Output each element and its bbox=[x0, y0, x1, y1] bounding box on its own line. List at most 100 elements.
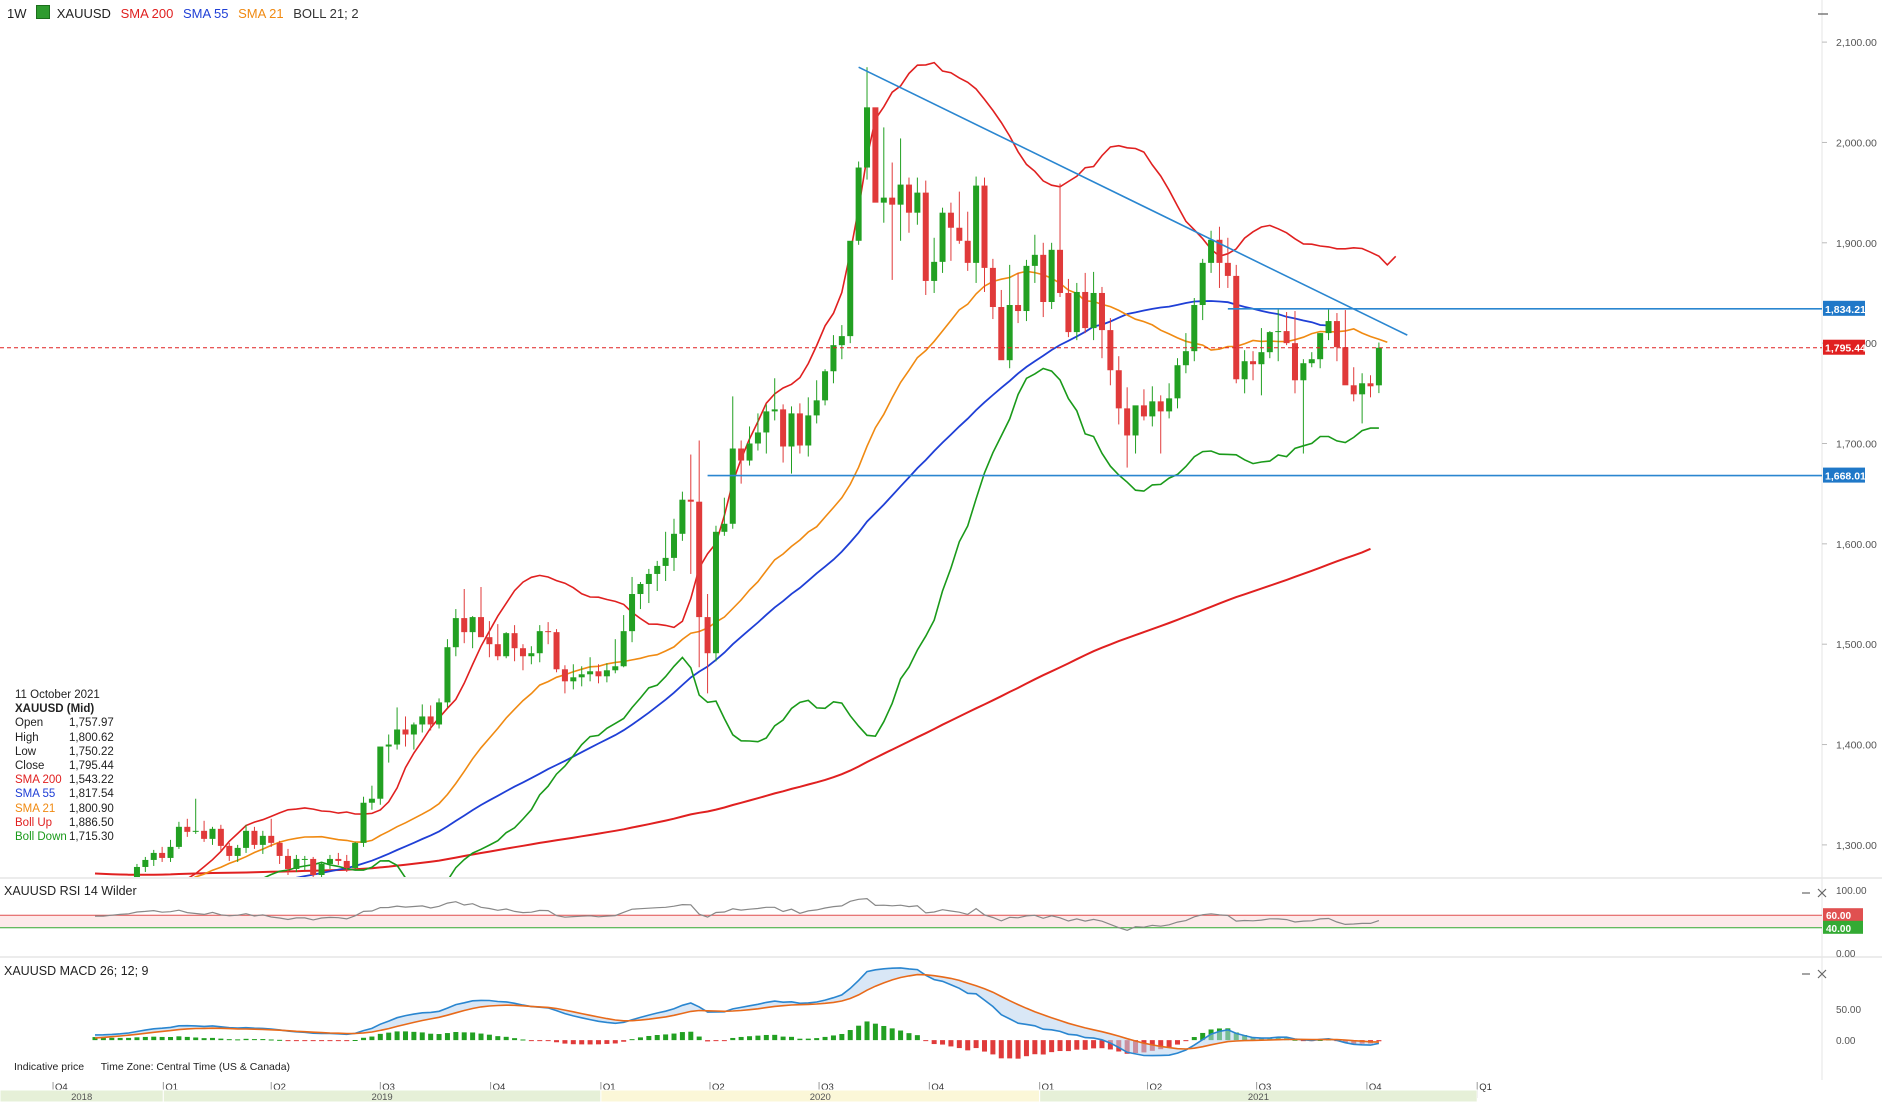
indicator-sma55-label[interactable]: SMA 55 bbox=[182, 6, 229, 21]
candle-body bbox=[427, 716, 434, 725]
symbol-label[interactable]: XAUUSD bbox=[56, 6, 111, 21]
candle-body bbox=[318, 863, 325, 875]
infobox-sma55-label: SMA 55 bbox=[15, 788, 56, 801]
indicator-boll-label[interactable]: BOLL 21; 2 bbox=[293, 6, 359, 21]
quarter-label: Q2 bbox=[273, 1082, 286, 1093]
timeframe-label[interactable]: 1W bbox=[7, 6, 27, 21]
macd-histogram-bar bbox=[788, 1036, 794, 1041]
candle-body bbox=[1216, 239, 1223, 263]
candle-body bbox=[1241, 361, 1248, 380]
candle-body bbox=[1065, 292, 1072, 333]
macd-histogram-bar bbox=[1023, 1040, 1029, 1057]
macd-histogram-bar bbox=[260, 1039, 266, 1041]
indicative-price-label: Indicative price bbox=[14, 1061, 85, 1073]
price-tick-label: 1,500.00 bbox=[1836, 639, 1877, 651]
year-label: 2021 bbox=[1248, 1092, 1269, 1103]
candle-body bbox=[285, 855, 292, 869]
quarter-label: Q4 bbox=[493, 1082, 506, 1093]
candle-body bbox=[150, 852, 157, 860]
candle-body bbox=[301, 858, 308, 860]
candle-body bbox=[276, 842, 283, 856]
quarter-label: Q1 bbox=[1042, 1082, 1055, 1093]
macd-histogram-bar bbox=[394, 1031, 400, 1041]
candle-body bbox=[880, 197, 887, 203]
infobox-row: SMA 21 1,800.90 bbox=[15, 802, 114, 816]
candle-body bbox=[905, 184, 912, 213]
candle-body bbox=[1367, 383, 1374, 387]
macd-histogram-bar bbox=[109, 1037, 115, 1041]
infobox-sma200-label: SMA 200 bbox=[15, 774, 62, 787]
candle-body bbox=[469, 617, 476, 633]
macd-histogram-bar bbox=[604, 1040, 610, 1044]
infobox-row: Boll Down 1,715.30 bbox=[15, 830, 114, 844]
candle-body bbox=[335, 858, 342, 861]
rsi-line bbox=[95, 897, 1380, 931]
sma21-line bbox=[193, 270, 1388, 877]
macd-histogram-bar bbox=[243, 1038, 249, 1041]
macd-histogram-bar bbox=[302, 1040, 308, 1042]
macd-histogram-bar bbox=[226, 1039, 232, 1041]
candle-body bbox=[796, 413, 803, 446]
quarter-label: Q3 bbox=[821, 1082, 834, 1093]
candle-body bbox=[1090, 292, 1097, 329]
candle-body bbox=[813, 400, 820, 416]
quarter-label: Q1 bbox=[165, 1082, 178, 1093]
candle-body bbox=[410, 724, 417, 735]
candle-body bbox=[897, 184, 904, 205]
price-tick-label: 2,000.00 bbox=[1836, 137, 1877, 149]
candle-body bbox=[1040, 254, 1047, 303]
infobox-bolldown-label: Boll Down bbox=[15, 831, 67, 844]
candle-body bbox=[1082, 291, 1089, 329]
quarter-label: Q3 bbox=[1259, 1082, 1272, 1093]
macd-histogram-bar bbox=[721, 1040, 727, 1042]
macd-histogram-bar bbox=[830, 1035, 836, 1041]
macd-histogram-bar bbox=[688, 1031, 694, 1041]
infobox-sma21-label: SMA 21 bbox=[15, 802, 56, 815]
macd-histogram-bar bbox=[822, 1036, 828, 1041]
candle-body bbox=[1275, 331, 1282, 333]
candle-body bbox=[612, 666, 619, 671]
candle-body bbox=[696, 501, 703, 618]
macd-histogram-bar bbox=[1200, 1032, 1206, 1041]
candle-body bbox=[780, 409, 787, 447]
price-tick-label: 2,100.00 bbox=[1836, 37, 1877, 49]
candle-body bbox=[1149, 401, 1156, 417]
infobox-row: Low 1,750.22 bbox=[15, 745, 114, 759]
indicator-sma200-label[interactable]: SMA 200 bbox=[120, 6, 174, 21]
candle-body bbox=[368, 798, 375, 803]
macd-histogram-bar bbox=[1376, 1040, 1382, 1042]
price-tick-label: 1,300.00 bbox=[1836, 840, 1877, 852]
candle-body bbox=[931, 261, 938, 281]
macd-histogram-bar bbox=[1032, 1040, 1038, 1055]
macd-histogram-bar bbox=[595, 1040, 601, 1045]
candle-body bbox=[1191, 305, 1198, 352]
indicator-sma21-label[interactable]: SMA 21 bbox=[238, 6, 284, 21]
macd-histogram-bar bbox=[218, 1038, 224, 1041]
macd-histogram-bar bbox=[528, 1040, 534, 1042]
candle-body bbox=[209, 828, 216, 839]
macd-histogram-bar bbox=[428, 1033, 434, 1041]
macd-histogram-bar bbox=[1082, 1040, 1088, 1050]
candle-body bbox=[1308, 359, 1315, 364]
candle-body bbox=[1291, 343, 1298, 381]
candle-body bbox=[133, 866, 140, 877]
macd-histogram-bar bbox=[898, 1030, 904, 1041]
candle-body bbox=[243, 830, 250, 848]
candle-body bbox=[1023, 265, 1030, 312]
boll-up-line bbox=[188, 61, 1397, 877]
candle-body bbox=[595, 671, 602, 677]
candle-body bbox=[561, 669, 568, 682]
candle-body bbox=[1317, 333, 1324, 360]
macd-histogram-bar bbox=[1183, 1040, 1189, 1042]
macd-histogram-bar bbox=[696, 1036, 702, 1041]
candle-body bbox=[553, 632, 560, 670]
macd-histogram-bar bbox=[235, 1039, 241, 1041]
macd-histogram-bar bbox=[377, 1033, 383, 1041]
macd-histogram-bar bbox=[973, 1040, 979, 1049]
candle-body bbox=[1031, 254, 1038, 266]
ohlc-infobox: 11 October 2021 XAUUSD (Mid) Open 1,757.9… bbox=[15, 688, 114, 844]
infobox-sma55-value: 1,817.54 bbox=[69, 788, 114, 801]
macd-histogram-bar bbox=[327, 1040, 333, 1042]
